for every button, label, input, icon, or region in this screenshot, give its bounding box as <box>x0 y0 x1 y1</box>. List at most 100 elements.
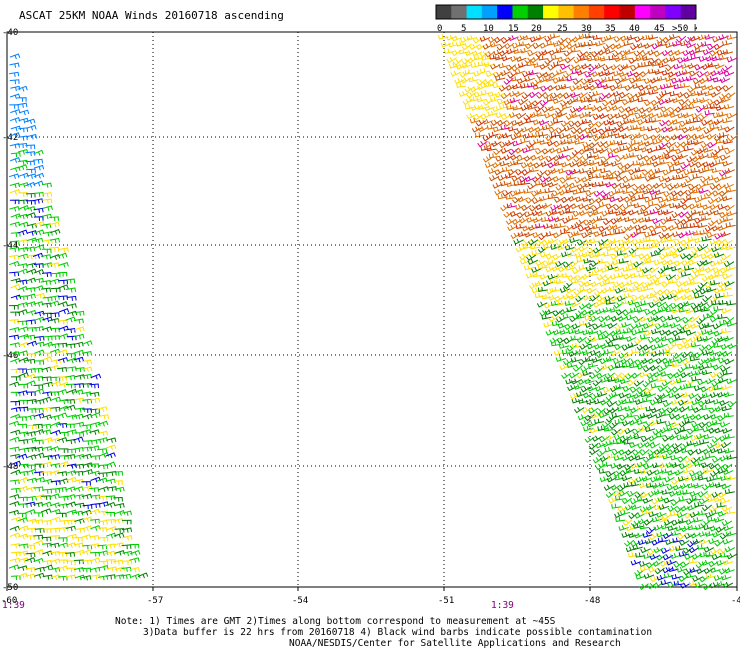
wind-barb <box>610 64 621 71</box>
wind-barb <box>724 148 735 155</box>
wind-barb <box>698 153 709 160</box>
wind-barb <box>615 96 626 102</box>
wind-barb <box>663 232 675 240</box>
wind-barb <box>576 183 588 191</box>
wind-barb <box>629 407 641 414</box>
wind-barb <box>545 76 556 83</box>
wind-barb <box>609 307 620 313</box>
wind-barb <box>604 314 616 322</box>
wind-barb <box>74 454 85 460</box>
wind-barb <box>81 391 92 397</box>
wind-barb <box>604 295 615 302</box>
wind-barb <box>640 112 652 120</box>
wind-barb <box>709 447 721 454</box>
wind-barb <box>684 287 695 294</box>
wind-barb <box>723 391 735 398</box>
wind-barb <box>531 287 543 294</box>
wind-barb <box>684 418 695 425</box>
wind-barb <box>511 65 522 72</box>
wind-barb <box>17 229 28 236</box>
wind-barb <box>651 194 662 200</box>
wind-barb <box>698 455 709 462</box>
wind-barb <box>701 405 712 411</box>
wind-barb <box>656 398 668 404</box>
wind-barb <box>42 564 54 571</box>
wind-barb <box>663 289 675 296</box>
legend-swatch <box>466 5 483 19</box>
wind-barb <box>722 559 734 566</box>
wind-barb <box>726 300 737 306</box>
wind-barb <box>492 126 504 133</box>
wind-barb <box>658 98 669 106</box>
wind-barb <box>9 93 21 100</box>
wind-barb <box>650 230 662 236</box>
wind-barb <box>612 50 623 58</box>
wind-barb <box>598 147 609 154</box>
wind-barb <box>58 279 68 285</box>
legend-swatch <box>588 5 605 19</box>
wind-barb <box>689 222 700 228</box>
wind-barb <box>9 525 21 532</box>
wind-barb <box>42 205 53 212</box>
wind-barb <box>553 349 565 356</box>
wind-barb <box>578 264 589 270</box>
wind-barb <box>611 182 622 190</box>
wind-barb <box>689 279 700 285</box>
wind-barb <box>713 119 724 126</box>
wind-barb <box>32 237 44 244</box>
wind-barb <box>114 509 126 516</box>
wind-barb <box>685 572 697 579</box>
wind-barb <box>715 238 726 246</box>
wind-barb <box>589 349 601 356</box>
wind-barb <box>583 204 595 211</box>
wind-barb <box>49 327 60 333</box>
wind-barb <box>17 309 28 315</box>
wind-barb <box>634 532 645 539</box>
wind-barb <box>620 299 632 305</box>
wind-barb <box>671 386 683 394</box>
wind-barb <box>568 161 580 168</box>
wind-barb <box>567 385 578 392</box>
wind-barb <box>605 471 616 478</box>
wind-barb <box>723 291 734 298</box>
wind-barb <box>476 96 487 103</box>
wind-barb <box>677 232 689 239</box>
wind-barb <box>573 133 584 141</box>
wind-barb <box>596 391 608 398</box>
wind-barb <box>640 90 651 97</box>
wind-barb <box>26 399 37 405</box>
wind-barb <box>690 54 701 60</box>
wind-barb <box>9 71 20 77</box>
wind-barb <box>709 525 720 532</box>
wind-barb <box>653 259 665 266</box>
wind-barb <box>591 205 602 212</box>
wind-barb <box>533 62 544 68</box>
wind-barb <box>669 34 680 40</box>
wind-barb <box>637 539 649 546</box>
wind-barb <box>672 97 683 104</box>
wind-barb <box>17 85 28 92</box>
wind-barb <box>507 169 518 176</box>
wind-barb <box>503 77 514 86</box>
wind-barb <box>557 168 569 174</box>
wind-barb <box>65 567 76 573</box>
wind-barb <box>8 420 20 427</box>
wind-barb <box>570 278 581 284</box>
wind-barb <box>703 433 714 440</box>
wind-barb <box>49 437 61 444</box>
wind-barb <box>58 325 69 332</box>
wind-barb <box>73 341 84 348</box>
wind-barb <box>65 399 75 404</box>
wind-barb <box>673 260 685 267</box>
wind-barb <box>483 61 495 68</box>
wind-barb <box>650 576 661 583</box>
wind-barb <box>514 68 526 75</box>
wind-barb <box>717 510 728 517</box>
wind-barb <box>596 106 608 113</box>
wind-barb <box>477 140 488 148</box>
wind-barb <box>33 164 45 171</box>
wind-barb <box>602 307 613 313</box>
wind-barb <box>692 575 703 582</box>
wind-barb <box>698 266 710 272</box>
wind-barb <box>41 471 52 477</box>
